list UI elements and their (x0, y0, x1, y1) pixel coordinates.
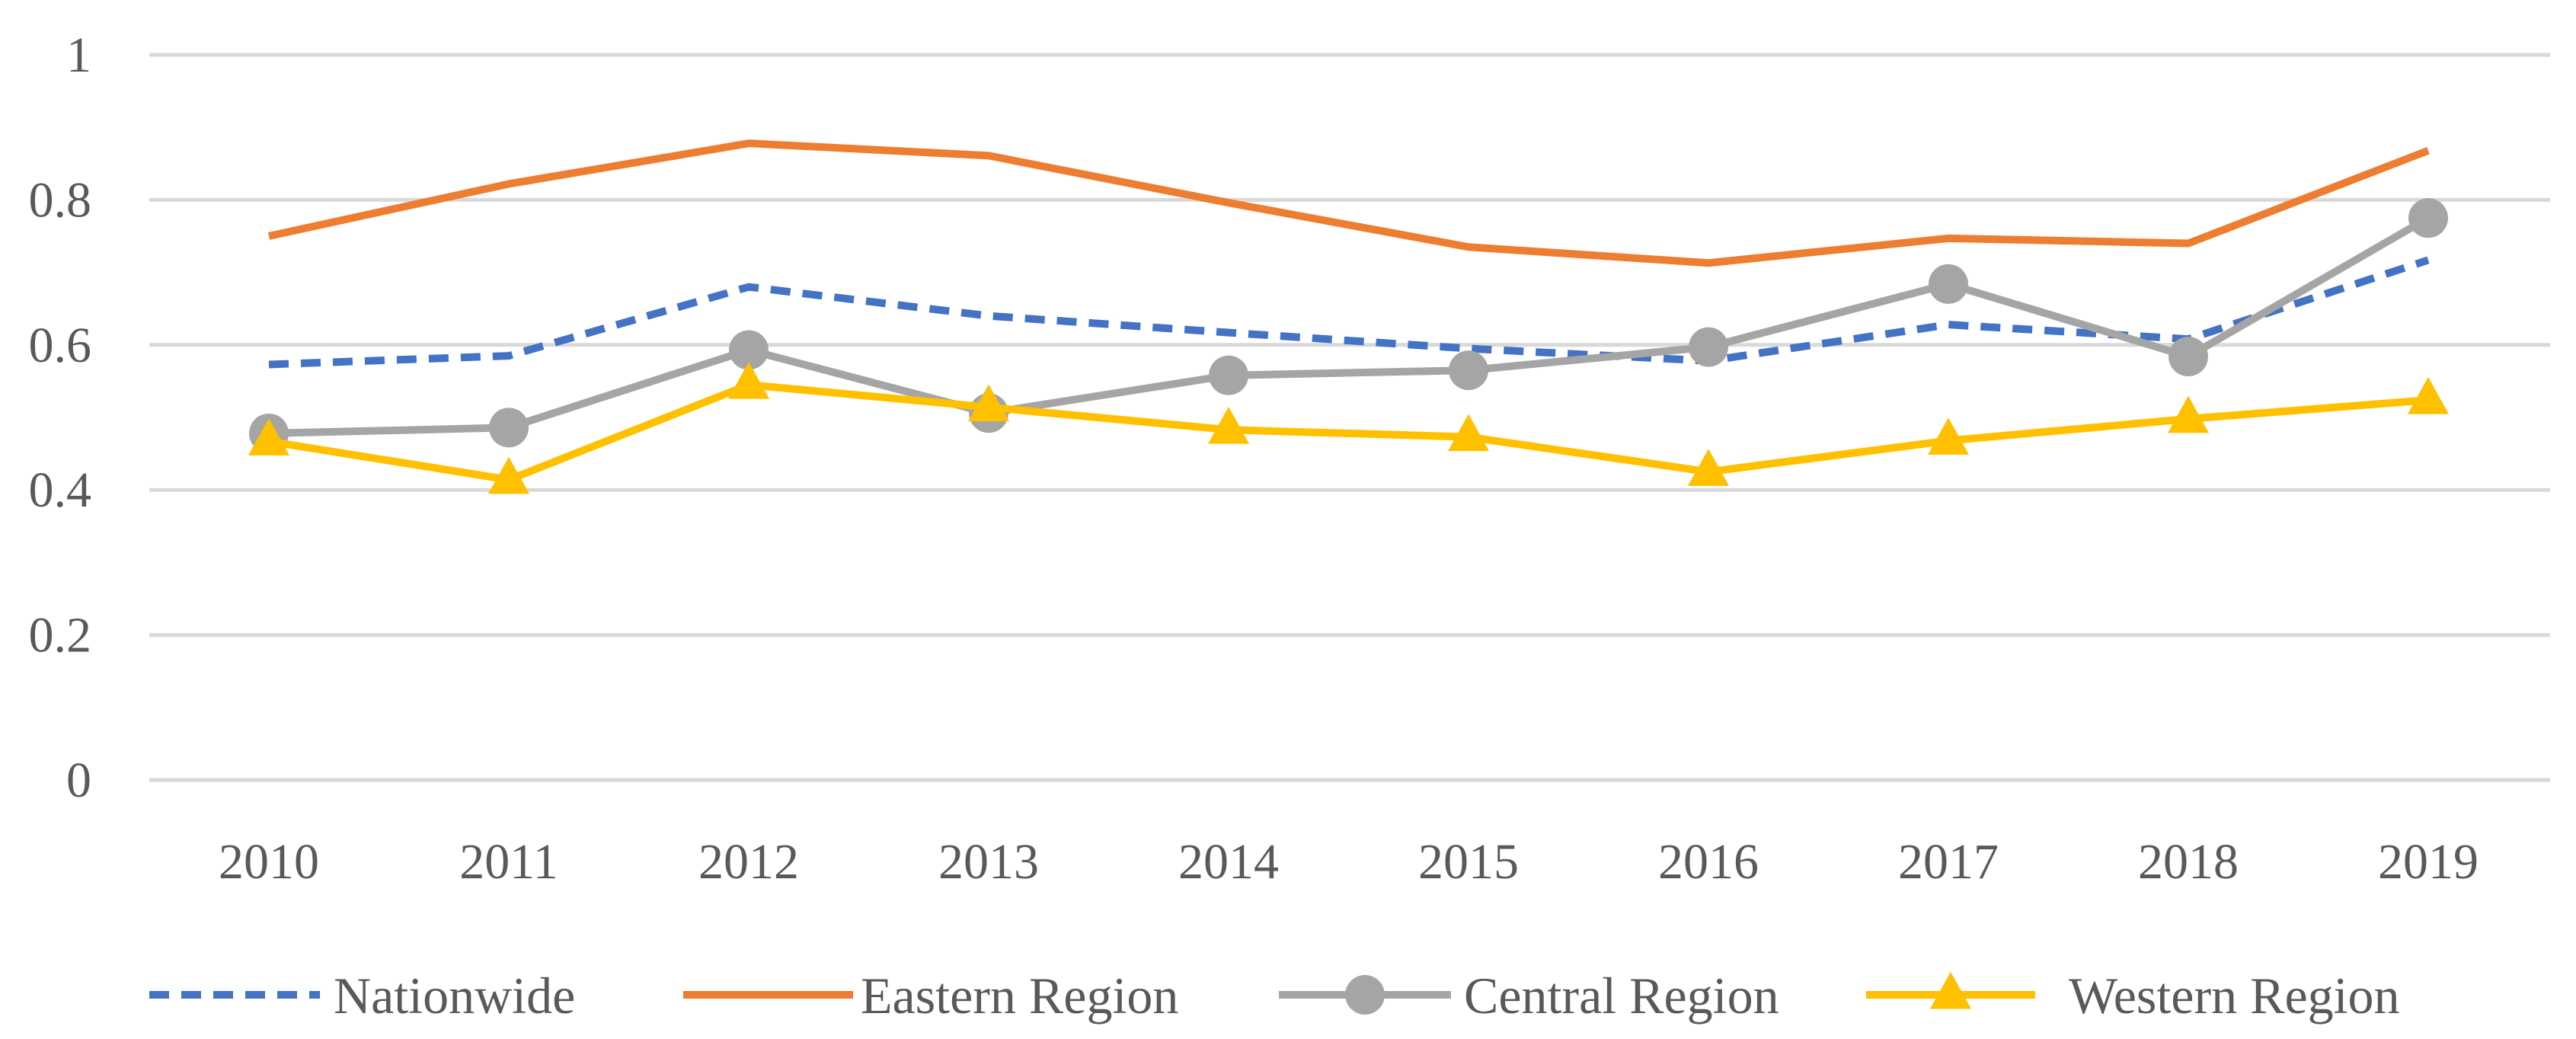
series-layer (248, 139, 2449, 494)
x-tick-label: 2010 (219, 834, 319, 890)
data-point (1449, 350, 1488, 391)
legend-label: Nationwide (334, 967, 575, 1025)
y-tick-label: 1 (66, 27, 91, 83)
legend-item-eastern-region: Eastern Region (683, 967, 1178, 1025)
y-tick-label: 0.8 (29, 172, 92, 228)
data-point (489, 408, 529, 448)
x-tick-label: 2017 (1898, 834, 1999, 890)
x-tick-label: 2013 (938, 834, 1039, 890)
gridlines (149, 53, 2550, 782)
series-central-region (249, 198, 2448, 453)
series-line (267, 139, 2430, 267)
x-tick-label: 2019 (2378, 834, 2479, 890)
data-point (2169, 337, 2208, 377)
data-point (488, 456, 529, 494)
x-axis-ticks: 2010 2011 2012 2013 2014 2015 2016 2017 2018 2019 (219, 834, 2479, 890)
data-point (1209, 355, 1248, 395)
legend-item-nationwide: Nationwide (149, 967, 575, 1025)
data-point (1928, 417, 1969, 455)
series-eastern-region (267, 139, 2430, 267)
data-point (1208, 407, 1249, 444)
data-point (2408, 198, 2448, 238)
legend-marker (1930, 971, 1971, 1009)
series-line (268, 214, 2431, 437)
legend-item-western-region: Western Region (1866, 967, 2400, 1025)
data-point (2168, 395, 2209, 433)
legend-item-central-region: Central Region (1279, 967, 1779, 1025)
legend-marker (1345, 975, 1385, 1015)
y-tick-label: 0 (66, 753, 91, 808)
x-tick-label: 2016 (1658, 834, 1759, 890)
data-point (2408, 377, 2449, 414)
data-point (248, 418, 289, 456)
data-point (1688, 449, 1729, 486)
series-nationwide (268, 256, 2430, 369)
legend-label: Eastern Region (861, 967, 1178, 1025)
series-line (268, 381, 2429, 484)
legend: Nationwide Eastern Region Central Region We… (149, 967, 2400, 1025)
x-tick-label: 2014 (1178, 834, 1279, 890)
data-point (1689, 327, 1728, 367)
data-point (729, 330, 769, 370)
x-tick-label: 2011 (459, 834, 558, 890)
data-point (1448, 414, 1489, 452)
y-axis-ticks: 0 0.2 0.4 0.6 0.8 1 (29, 27, 92, 808)
data-point (968, 384, 1009, 422)
data-point (1929, 264, 1968, 304)
y-tick-label: 0.2 (29, 608, 92, 663)
y-tick-label: 0.4 (29, 462, 92, 518)
x-tick-label: 2018 (2138, 834, 2239, 890)
series-line (268, 256, 2430, 369)
series-western-region (248, 362, 2449, 494)
data-point (728, 362, 769, 399)
y-tick-label: 0.6 (29, 318, 92, 373)
legend-label: Central Region (1464, 967, 1779, 1025)
legend-label: Western Region (2069, 967, 2400, 1025)
x-tick-label: 2015 (1418, 834, 1519, 890)
x-tick-label: 2012 (698, 834, 799, 890)
